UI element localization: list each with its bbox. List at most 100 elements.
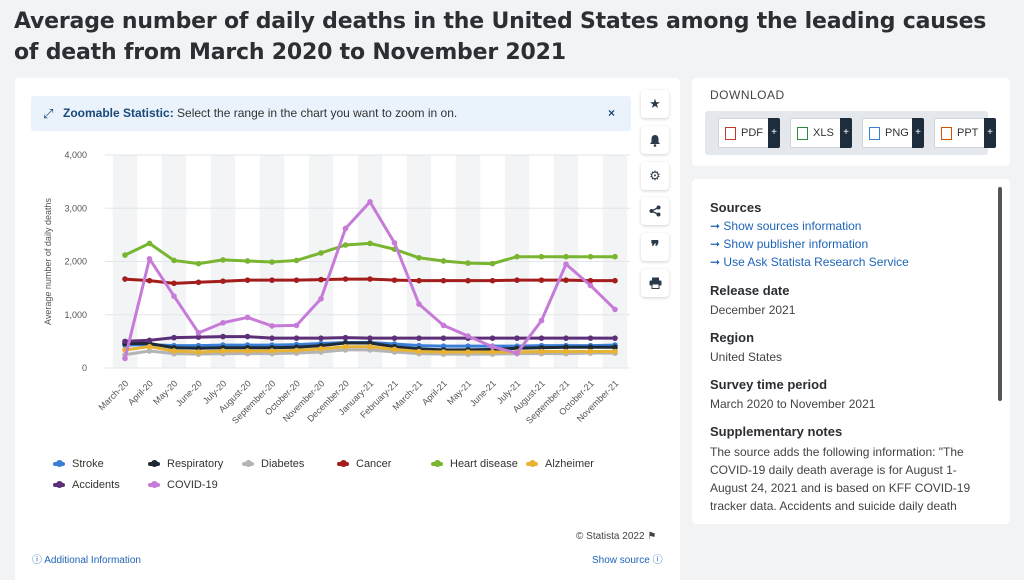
data-point-alzheimer [146, 343, 153, 350]
sources-heading: Sources [710, 200, 762, 215]
region-heading: Region [710, 330, 755, 345]
details-card: Sources ➞ Show sources information ➞ Sho… [692, 179, 1010, 524]
xls-download-button[interactable]: XLS + [790, 118, 852, 148]
data-point-alzheimer [416, 348, 422, 355]
data-point-alzheimer [391, 346, 398, 353]
legend-covid-19[interactable]: COVID-19 [148, 479, 218, 491]
quote-icon: ❞ [650, 239, 660, 256]
data-point-covid-19 [342, 225, 349, 232]
data-point-covid-19 [587, 282, 594, 289]
data-point-alzheimer [563, 348, 569, 355]
show-source-link[interactable]: Show source ⓘ [592, 555, 663, 566]
data-point-cancer [342, 276, 349, 282]
notification-button[interactable] [641, 126, 669, 154]
data-point-cancer [514, 277, 520, 283]
additional-information-link[interactable]: ⓘ Additional Information [32, 555, 141, 566]
ppt-download-button[interactable]: PPT + [934, 118, 996, 148]
ppt-icon [941, 127, 952, 140]
data-point-heart-disease [440, 258, 447, 264]
region-value: United States [710, 350, 783, 364]
data-point-cancer [195, 279, 202, 286]
data-point-alzheimer [195, 349, 202, 355]
data-point-heart-disease [269, 259, 275, 265]
data-point-accidents [171, 334, 177, 341]
ask-statista-link[interactable]: ➞ Use Ask Statista Research Service [710, 255, 909, 269]
legend-respiratory[interactable]: Respiratory [148, 458, 223, 470]
data-point-covid-19 [538, 317, 545, 324]
legend-alzheimer[interactable]: Alzheimer [526, 458, 594, 470]
data-point-alzheimer [440, 349, 447, 355]
data-point-cancer [587, 277, 594, 284]
y-axis-label: Average number of daily deaths [43, 198, 53, 325]
data-point-heart-disease [293, 257, 300, 264]
favorite-button[interactable]: ★ [641, 90, 669, 118]
share-icon [649, 205, 661, 217]
data-point-accidents [612, 335, 618, 341]
png-download-button[interactable]: PNG + [862, 118, 924, 148]
data-point-cancer [489, 277, 496, 284]
share-button[interactable] [641, 197, 669, 225]
star-icon: ★ [649, 96, 661, 111]
data-point-alzheimer [342, 343, 349, 350]
zoom-banner: ⤢ Zoomable Statistic: Select the range i… [31, 96, 631, 131]
data-point-accidents [563, 335, 569, 341]
data-point-covid-19 [220, 319, 226, 326]
xls-icon [797, 127, 808, 140]
data-point-accidents [122, 338, 128, 345]
data-point-cancer [318, 276, 324, 283]
scrollbar[interactable] [998, 187, 1002, 401]
data-point-alzheimer [587, 348, 594, 355]
settings-button[interactable]: ⚙ [641, 162, 669, 190]
data-point-cancer [416, 277, 422, 284]
legend-heart-disease[interactable]: Heart disease [431, 458, 518, 470]
line-chart[interactable]: 0 1,000 2,000 3,000 4,000 Average number of d… [15, 140, 680, 470]
legend-diabetes[interactable]: Diabetes [242, 458, 304, 470]
data-point-heart-disease [587, 253, 594, 260]
data-point-accidents [146, 337, 153, 344]
data-point-heart-disease [195, 260, 202, 267]
print-button[interactable] [641, 269, 669, 297]
data-point-covid-19 [391, 240, 398, 246]
cite-button[interactable]: ❞ [641, 233, 669, 261]
legend-accidents[interactable]: Accidents [53, 479, 120, 491]
data-point-heart-disease [122, 252, 128, 258]
y-tick-label: 1,000 [64, 310, 87, 320]
data-point-alzheimer [171, 348, 177, 354]
data-point-cancer [367, 276, 373, 282]
data-point-alzheimer [538, 348, 545, 355]
close-icon[interactable]: × [607, 106, 615, 120]
data-point-cancer [122, 276, 128, 282]
data-point-alzheimer [612, 348, 618, 355]
supplementary-text: The source adds the following informatio… [710, 445, 971, 513]
show-sources-link[interactable]: ➞ Show sources information [710, 219, 862, 233]
y-tick-label: 2,000 [64, 257, 87, 267]
x-tick-label: March-20 [96, 378, 130, 412]
data-point-alzheimer [489, 349, 496, 355]
legend-cancer[interactable]: Cancer [337, 458, 391, 470]
zoom-label: Zoomable Statistic: [63, 106, 174, 120]
data-point-accidents [587, 335, 594, 341]
data-point-covid-19 [171, 293, 177, 299]
data-point-covid-19 [146, 256, 153, 262]
data-point-cancer [391, 277, 398, 283]
data-point-heart-disease [342, 242, 349, 248]
data-point-accidents [244, 333, 251, 340]
show-publisher-link[interactable]: ➞ Show publisher information [710, 237, 869, 251]
info-icon: ⓘ [652, 555, 663, 566]
data-point-covid-19 [269, 323, 275, 329]
legend-stroke[interactable]: Stroke [53, 458, 104, 470]
y-tick-label: 4,000 [64, 150, 87, 160]
download-title: DOWNLOAD [710, 88, 785, 102]
data-point-cancer [171, 280, 177, 287]
pdf-download-button[interactable]: PDF + [718, 118, 780, 148]
flag-icon: ⚑ [647, 531, 657, 542]
data-point-accidents [416, 335, 422, 341]
data-point-diabetes [146, 348, 153, 354]
data-point-covid-19 [416, 301, 422, 307]
data-point-alzheimer [367, 343, 373, 350]
download-bar: PDF + XLS + PNG + PPT + [705, 111, 996, 155]
data-point-accidents [489, 335, 496, 341]
data-point-covid-19 [514, 350, 520, 356]
x-tick-label: June-21 [468, 378, 498, 408]
data-point-heart-disease [514, 253, 520, 260]
